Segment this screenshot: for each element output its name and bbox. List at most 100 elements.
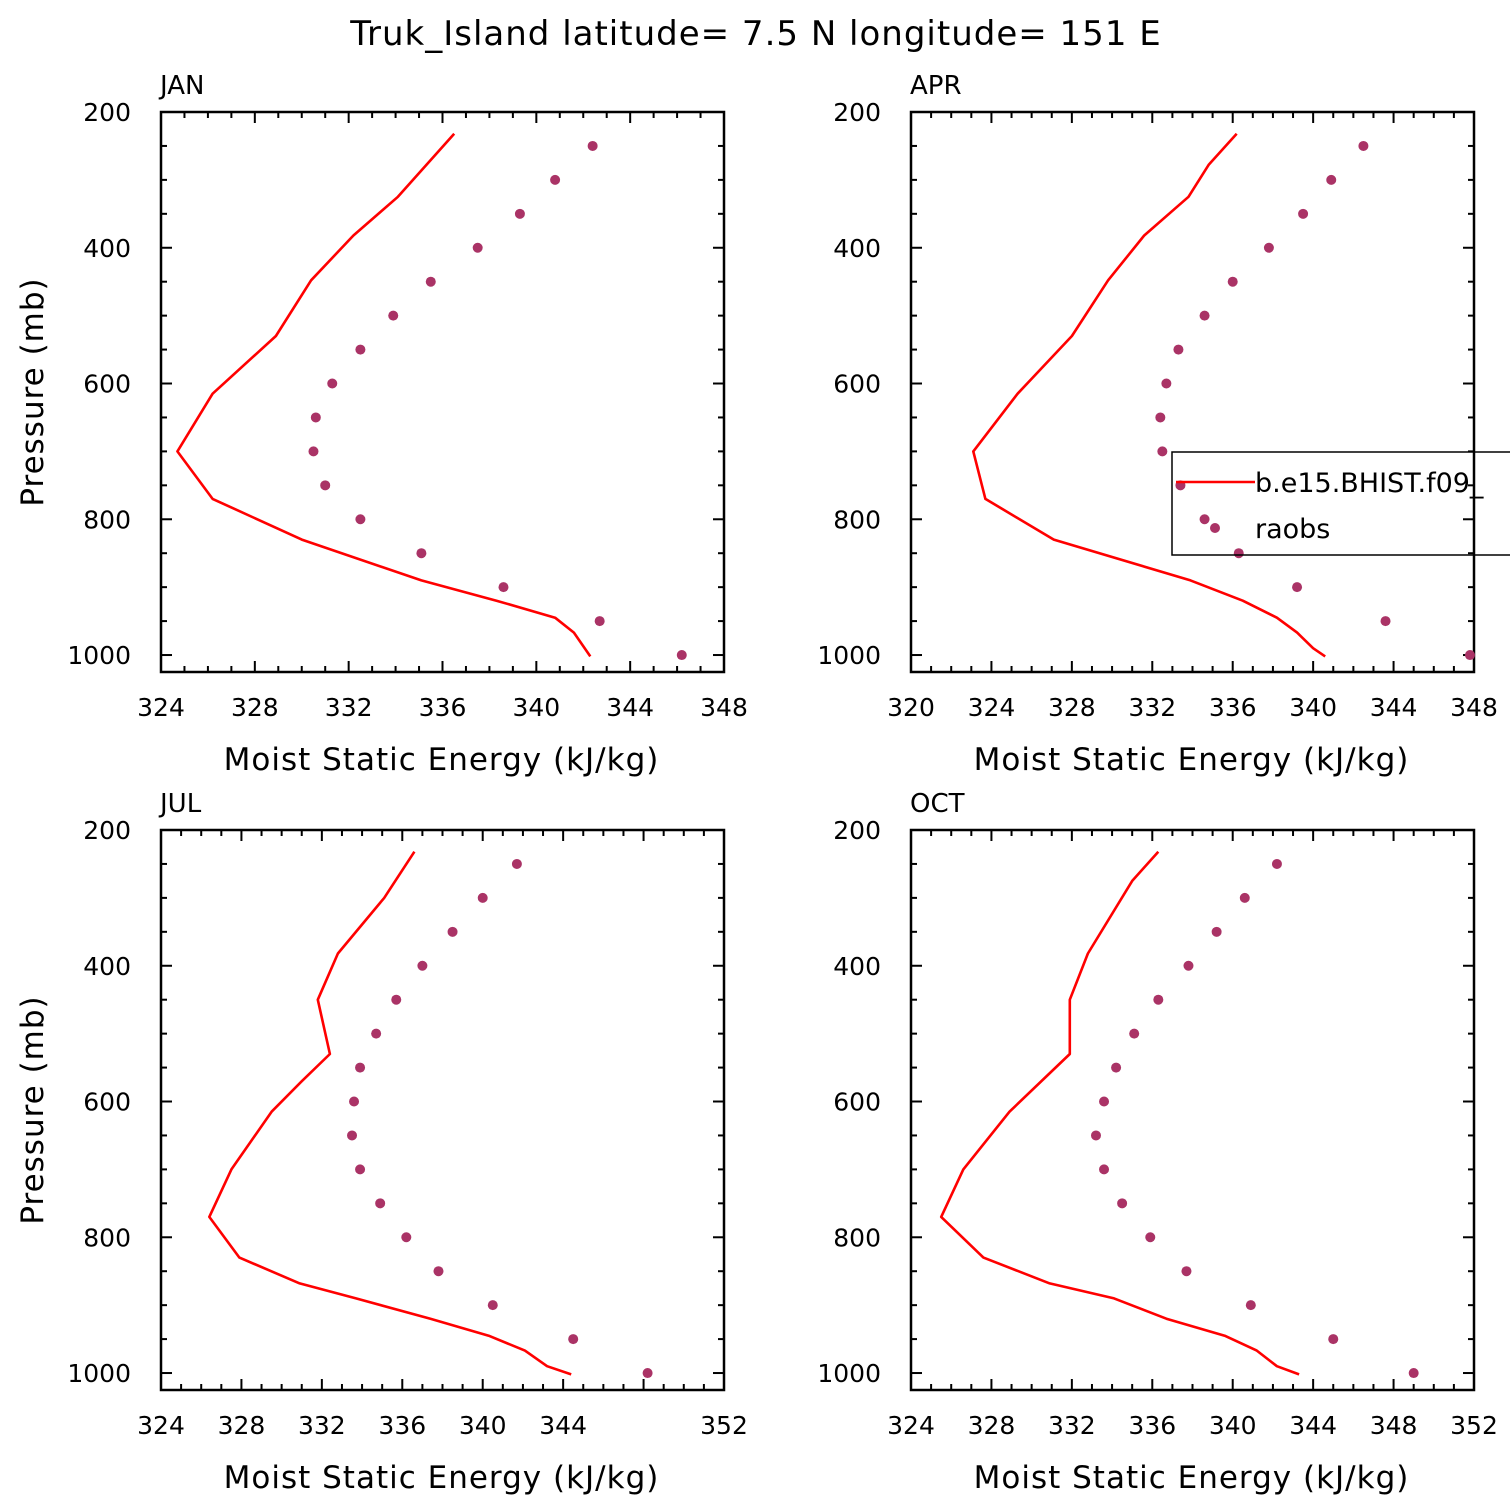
x-tick-label: 332: [1128, 693, 1176, 722]
x-axis-label: Moist Static Energy (kJ/kg): [974, 742, 1410, 778]
x-tick-label: 332: [1048, 1411, 1096, 1440]
series-line-model: [939, 850, 1300, 1376]
raobs-point: [477, 892, 488, 903]
series-line-model: [176, 132, 592, 658]
raobs-point: [310, 412, 321, 423]
x-tick-label: 320: [887, 693, 935, 722]
raobs-point: [391, 994, 402, 1005]
raobs-point: [355, 344, 366, 355]
panel-jan: 324 328 332 336 340 344 348 200 400 600 800 1000 JAN…: [15, 71, 748, 778]
y-tick-label: 400: [83, 234, 131, 263]
y-tick-label: 400: [833, 952, 881, 981]
raobs-point: [1161, 378, 1172, 389]
raobs-point: [375, 1198, 386, 1209]
raobs-point: [1155, 412, 1166, 423]
x-tick-label: 336: [1209, 693, 1257, 722]
raobs-point: [425, 276, 436, 287]
raobs-point: [1408, 1368, 1419, 1379]
raobs-point: [472, 242, 483, 253]
raobs-point: [355, 1164, 366, 1175]
raobs-point: [1326, 174, 1337, 185]
x-tick-label: 328: [968, 1411, 1016, 1440]
raobs-point: [355, 1062, 366, 1073]
raobs-point: [447, 926, 458, 937]
panel-label: JAN: [158, 71, 204, 101]
x-tick-label: 324: [968, 693, 1016, 722]
raobs-point: [433, 1266, 444, 1277]
x-tick-label: 340: [1289, 693, 1337, 722]
x-tick-label: 348: [1370, 1411, 1418, 1440]
raobs-point: [1129, 1028, 1140, 1039]
x-tick-label: 344: [1370, 693, 1418, 722]
raobs-point: [349, 1096, 360, 1107]
panel-label: OCT: [910, 789, 965, 819]
raobs-point: [1271, 858, 1282, 869]
x-tick-label: 348: [700, 693, 748, 722]
raobs-point: [416, 548, 427, 559]
plot-frame: [159, 828, 726, 1392]
raobs-point: [1380, 616, 1391, 627]
x-axis-label: Moist Static Energy (kJ/kg): [224, 742, 660, 778]
panels: 324 328 332 336 340 344 348 200 400 600 800 1000 JAN…: [15, 71, 1510, 1496]
x-tick-label: 348: [1450, 693, 1498, 722]
x-tick-label: 328: [231, 693, 279, 722]
raobs-point: [1183, 960, 1194, 971]
raobs-point: [308, 446, 319, 457]
y-tick-label: 400: [833, 234, 881, 263]
y-tick-label: 800: [83, 1223, 131, 1252]
raobs-point: [550, 174, 561, 185]
raobs-point: [1090, 1130, 1101, 1141]
series-line-model: [971, 132, 1326, 658]
raobs-point: [1153, 994, 1164, 1005]
raobs-point: [1117, 1198, 1128, 1209]
panel-jul: 324 328 332 336 340 344 352 200 400 600 800 1000 JUL…: [15, 789, 748, 1496]
y-tick-label: 1000: [67, 641, 131, 670]
raobs-point: [487, 1300, 498, 1311]
raobs-point: [1292, 582, 1303, 593]
y-tick-label: 600: [83, 1088, 131, 1117]
raobs-point: [587, 140, 598, 151]
x-axis-label: Moist Static Energy (kJ/kg): [224, 1460, 660, 1496]
series-line-model: [208, 850, 572, 1376]
raobs-point: [371, 1028, 382, 1039]
x-tick-label: 340: [1209, 1411, 1257, 1440]
raobs-point: [1173, 344, 1184, 355]
figure-title: Truk_Island latitude= 7.5 N longitude= 1…: [349, 14, 1162, 54]
y-tick-label: 800: [833, 1223, 881, 1252]
raobs-point: [1111, 1062, 1122, 1073]
y-axis-label: Pressure (mb): [15, 995, 51, 1224]
raobs-point: [1263, 242, 1274, 253]
x-tick-label: 336: [419, 693, 467, 722]
x-tick-label: 352: [1450, 1411, 1498, 1440]
x-tick-label: 332: [298, 1411, 346, 1440]
x-tick-label: 344: [606, 693, 654, 722]
x-tick-label: 336: [378, 1411, 426, 1440]
raobs-point: [1199, 310, 1210, 321]
plot-frame: [909, 828, 1476, 1392]
y-tick-label: 800: [833, 505, 881, 534]
raobs-point: [320, 480, 331, 491]
panel-oct: 324 328 332 336 340 344 348 352 200 400 600 800 1000…: [817, 789, 1497, 1496]
raobs-point: [1157, 446, 1168, 457]
y-tick-label: 600: [833, 370, 881, 399]
raobs-point: [1099, 1164, 1110, 1175]
raobs-point: [1298, 208, 1309, 219]
y-tick-label: 200: [833, 816, 881, 845]
plot-frame: [909, 110, 1476, 674]
x-tick-label: 332: [325, 693, 373, 722]
raobs-point: [355, 514, 366, 525]
y-tick-label: 200: [83, 816, 131, 845]
panel-label: APR: [910, 71, 962, 101]
raobs-point: [514, 208, 525, 219]
raobs-point: [511, 858, 522, 869]
raobs-point: [1239, 892, 1250, 903]
x-tick-label: 336: [1128, 1411, 1176, 1440]
raobs-point: [1464, 650, 1475, 661]
x-tick-label: 328: [1048, 693, 1096, 722]
legend-marker-swatch: [1210, 523, 1220, 533]
raobs-point: [676, 650, 687, 661]
x-axis-label: Moist Static Energy (kJ/kg): [974, 1460, 1410, 1496]
raobs-point: [1328, 1334, 1339, 1345]
y-tick-label: 1000: [817, 641, 881, 670]
